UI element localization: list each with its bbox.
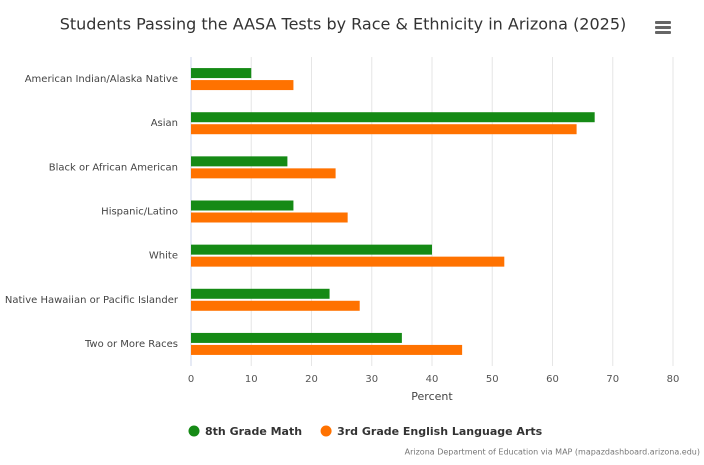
x-tick-label: 0 <box>188 374 194 385</box>
x-tick-label: 80 <box>667 374 680 385</box>
y-tick-label: Native Hawaiian or Pacific Islander <box>5 295 179 306</box>
bar <box>191 68 252 79</box>
menu-button[interactable] <box>655 21 671 34</box>
y-tick-label: Hispanic/Latino <box>101 207 178 218</box>
chart-title: Students Passing the AASA Tests by Race … <box>60 15 627 34</box>
y-tick-label: Asian <box>151 118 178 129</box>
bar <box>191 156 288 167</box>
bar <box>191 256 505 267</box>
bar <box>191 212 348 223</box>
bar <box>191 168 336 179</box>
menu-line <box>655 26 671 29</box>
y-tick-label: American Indian/Alaska Native <box>25 74 178 85</box>
bar <box>191 300 360 311</box>
y-tick-label: Two or More Races <box>84 339 178 350</box>
credits: Arizona Department of Education via MAP … <box>405 448 700 457</box>
x-axis-title: Percent <box>411 390 453 403</box>
bar <box>191 332 402 343</box>
x-tick-label: 50 <box>486 374 499 385</box>
bar <box>191 80 294 91</box>
legend-marker <box>188 425 200 437</box>
bar <box>191 244 432 255</box>
x-tick-label: 60 <box>546 374 559 385</box>
x-tick-label: 40 <box>426 374 439 385</box>
legend-label: 3rd Grade English Language Arts <box>337 425 543 438</box>
x-tick-label: 70 <box>606 374 619 385</box>
bar <box>191 344 463 355</box>
x-tick-label: 10 <box>245 374 258 385</box>
x-tick-label: 30 <box>365 374 378 385</box>
legend-item[interactable]: 3rd Grade English Language Arts <box>320 425 543 438</box>
bar <box>191 200 294 211</box>
menu-line <box>655 31 671 34</box>
bar <box>191 124 577 135</box>
legend-item[interactable]: 8th Grade Math <box>188 425 303 438</box>
legend-marker <box>320 425 332 437</box>
bar <box>191 288 330 299</box>
x-tick-label: 20 <box>305 374 318 385</box>
bar <box>191 112 595 123</box>
legend-label: 8th Grade Math <box>205 425 302 438</box>
y-tick-label: Black or African American <box>49 162 178 173</box>
menu-line <box>655 21 671 24</box>
y-tick-label: White <box>149 251 178 262</box>
